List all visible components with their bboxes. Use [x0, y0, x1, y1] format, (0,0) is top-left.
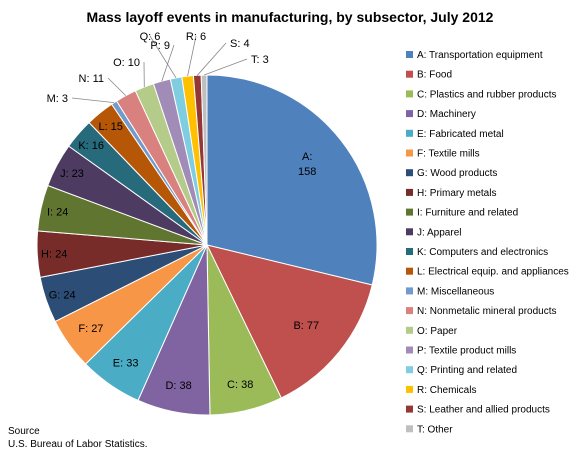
data-label-value-a: 158: [298, 166, 316, 178]
legend-entry-t: T: Other: [417, 424, 453, 435]
legend-entry-i: I: Furniture and related: [417, 208, 518, 219]
legend-entry-q: Q: Printing and related: [417, 365, 517, 376]
legend-entry-k: K: Computers and electronics: [417, 247, 548, 258]
legend-swatch-a: [406, 51, 413, 58]
legend-swatch-r: [406, 385, 413, 393]
data-label-s: S: 4: [230, 38, 250, 50]
leader-line-s: [197, 42, 227, 76]
legend-swatch-d: [406, 110, 413, 118]
pie-slices: [36, 74, 378, 416]
source-label: Source: [8, 426, 40, 437]
leader-line-m: [71, 97, 115, 103]
legend-swatch-g: [406, 169, 413, 177]
legend-swatch-m: [406, 287, 413, 295]
legend-entry-e: E: Fabricated metal: [417, 129, 504, 140]
legend-entry-j: J: Apparel: [417, 227, 461, 238]
legend-entry-g: G: Wood products: [417, 168, 497, 179]
data-label-a: A:: [302, 151, 312, 163]
legend-swatch-h: [406, 188, 413, 196]
data-label-g: G: 24: [49, 289, 76, 301]
legend-entry-b: B: Food: [417, 70, 452, 81]
legend-swatch-o: [406, 326, 413, 334]
legend-swatch-e: [406, 129, 413, 137]
legend-swatch-s: [406, 405, 413, 413]
legend-entry-a: A: Transportation equipment: [417, 50, 543, 61]
legend-entry-c: C: Plastics and rubber products: [417, 89, 557, 100]
legend-entry-f: F: Textile mills: [417, 149, 480, 160]
legend-swatch-q: [406, 366, 413, 374]
legend-swatch-i: [406, 208, 413, 216]
data-labels: A: 158 B: 77 C: 38 D: 38 E: 33 F: 27 G: 24 H: 24…: [41, 31, 319, 392]
legend-swatch-n: [406, 307, 413, 315]
legend-entry-n: N: Nonmetalic mineral products: [417, 306, 557, 317]
pie-slice-t: [200, 74, 208, 246]
leader-line-q: [149, 35, 177, 79]
legend: A: Transportation equipment B: Food C: Pla…: [406, 50, 569, 435]
chart-title: Mass layoff events in manufacturing, by …: [87, 9, 494, 25]
data-label-k: K: 16: [78, 140, 104, 152]
leader-line-r: [187, 35, 197, 77]
data-label-o: O: 10: [113, 57, 140, 69]
data-label-n: N: 11: [79, 73, 104, 85]
legend-swatch-l: [406, 267, 413, 275]
legend-entry-p: P: Textile product mills: [417, 346, 516, 357]
data-label-p: P: 9: [150, 40, 170, 52]
data-label-e: E: 33: [113, 357, 139, 369]
leader-line-n: [107, 77, 127, 96]
data-label-f: F: 27: [78, 323, 103, 335]
data-label-c: C: 38: [227, 379, 253, 391]
legend-entry-s: S: Leather and allied products: [417, 405, 550, 416]
legend-swatch-f: [406, 149, 413, 157]
leader-line-p: [161, 44, 175, 82]
data-label-r: R: 6: [186, 31, 206, 43]
leader-line-t: [203, 58, 248, 76]
leader-lines: [71, 35, 248, 103]
legend-entry-d: D: Machinery: [417, 109, 476, 120]
data-label-d: D: 38: [165, 380, 191, 392]
legend-swatch-t: [406, 425, 413, 433]
legend-entry-l: L: Electrical equip. and appliances: [417, 267, 569, 278]
data-label-i: I: 24: [47, 207, 68, 219]
legend-swatch-k: [406, 248, 413, 255]
legend-entry-o: O: Paper: [417, 326, 458, 337]
legend-swatch-p: [406, 346, 413, 354]
legend-entry-r: R: Chemicals: [417, 385, 476, 396]
legend-entry-h: H: Primary metals: [417, 188, 496, 199]
data-label-q: Q: 6: [140, 31, 161, 43]
legend-entry-m: M: Miscellaneous: [417, 286, 494, 297]
data-label-m: M: 3: [47, 93, 68, 105]
pie-slice-a: [206, 74, 378, 286]
data-label-t: T: 3: [251, 54, 269, 66]
data-label-j: J: 23: [60, 168, 84, 180]
data-label-l: L: 15: [98, 121, 122, 133]
legend-swatch-j: [406, 228, 413, 236]
legend-swatch-b: [406, 70, 413, 78]
data-label-h: H: 24: [41, 248, 67, 260]
source-text: U.S. Bureau of Labor Statistics.: [8, 439, 148, 450]
data-label-b: B: 77: [293, 320, 319, 332]
pie-slice-b: [206, 244, 373, 399]
legend-swatch-c: [406, 90, 413, 98]
